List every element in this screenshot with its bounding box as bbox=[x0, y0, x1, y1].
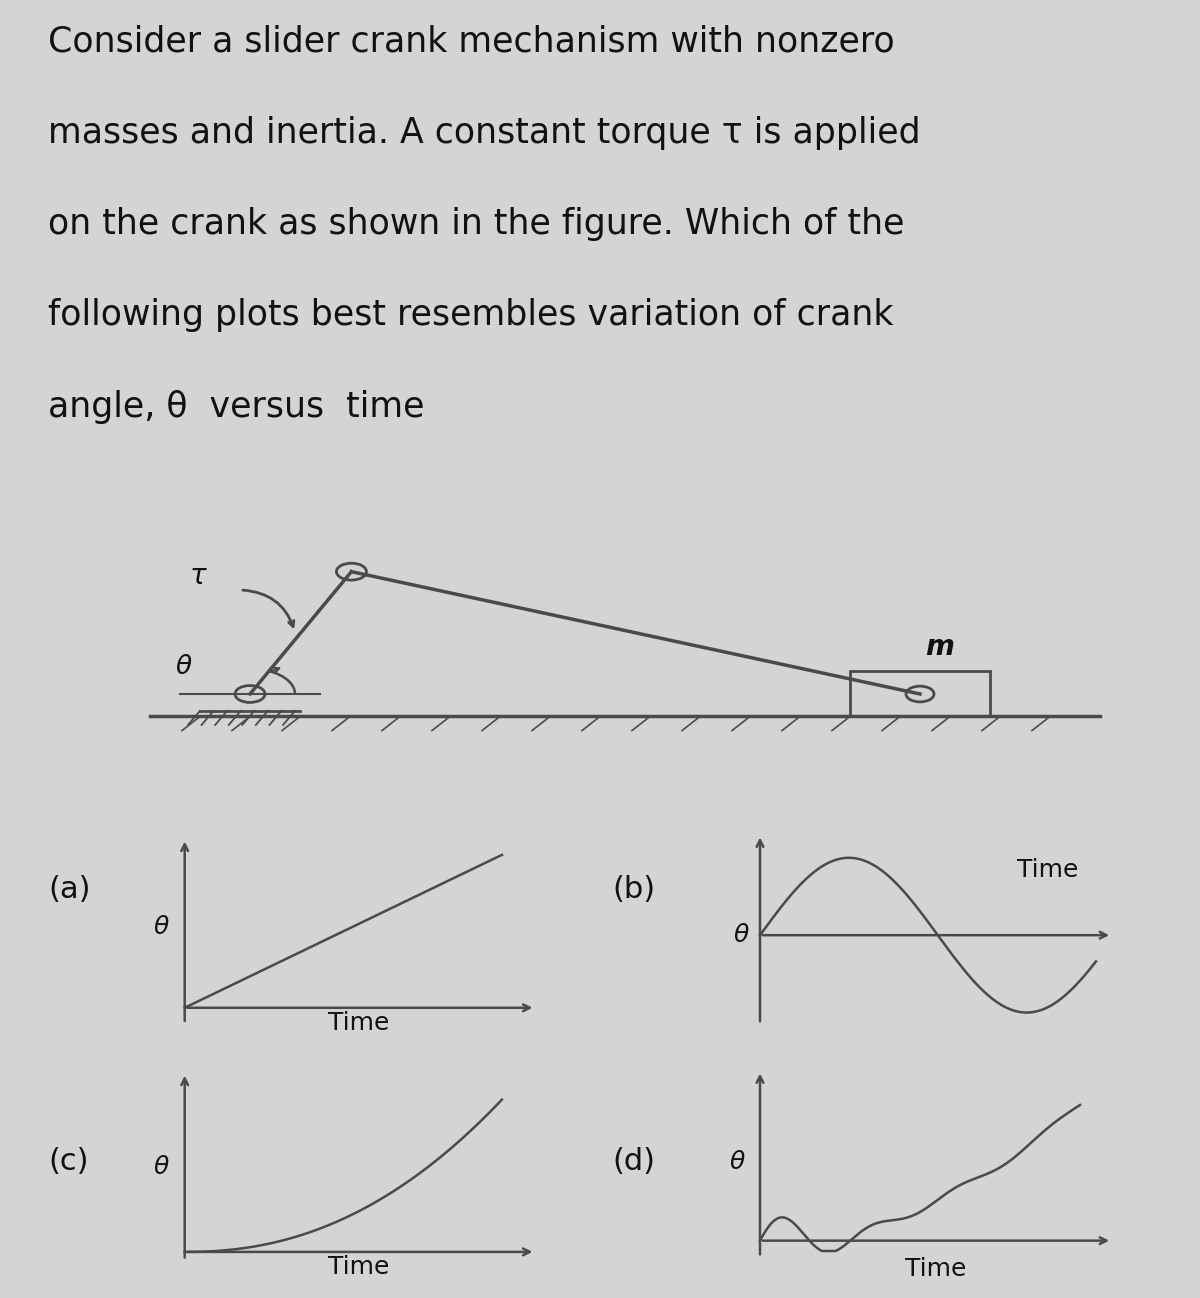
Bar bbox=[850, 671, 990, 716]
Text: τ: τ bbox=[190, 562, 206, 591]
Text: θ: θ bbox=[175, 654, 191, 680]
Text: θ: θ bbox=[154, 1155, 169, 1179]
Text: following plots best resembles variation of crank: following plots best resembles variation… bbox=[48, 299, 894, 332]
Text: angle, θ  versus  time: angle, θ versus time bbox=[48, 389, 425, 423]
Text: m: m bbox=[925, 632, 954, 661]
Text: Time: Time bbox=[328, 1255, 389, 1279]
Text: masses and inertia. A constant torque τ is applied: masses and inertia. A constant torque τ … bbox=[48, 116, 920, 149]
Text: Consider a slider crank mechanism with nonzero: Consider a slider crank mechanism with n… bbox=[48, 25, 895, 58]
Text: (a): (a) bbox=[48, 875, 90, 903]
Text: (b): (b) bbox=[612, 875, 655, 903]
Text: (c): (c) bbox=[48, 1147, 89, 1176]
Text: Time: Time bbox=[905, 1256, 967, 1281]
Text: Time: Time bbox=[328, 1011, 389, 1036]
Text: Time: Time bbox=[1018, 858, 1079, 883]
Text: θ: θ bbox=[730, 1150, 745, 1173]
Text: on the crank as shown in the figure. Which of the: on the crank as shown in the figure. Whi… bbox=[48, 208, 905, 241]
Text: (d): (d) bbox=[612, 1147, 655, 1176]
Text: θ: θ bbox=[154, 915, 169, 940]
Text: θ: θ bbox=[733, 923, 749, 948]
